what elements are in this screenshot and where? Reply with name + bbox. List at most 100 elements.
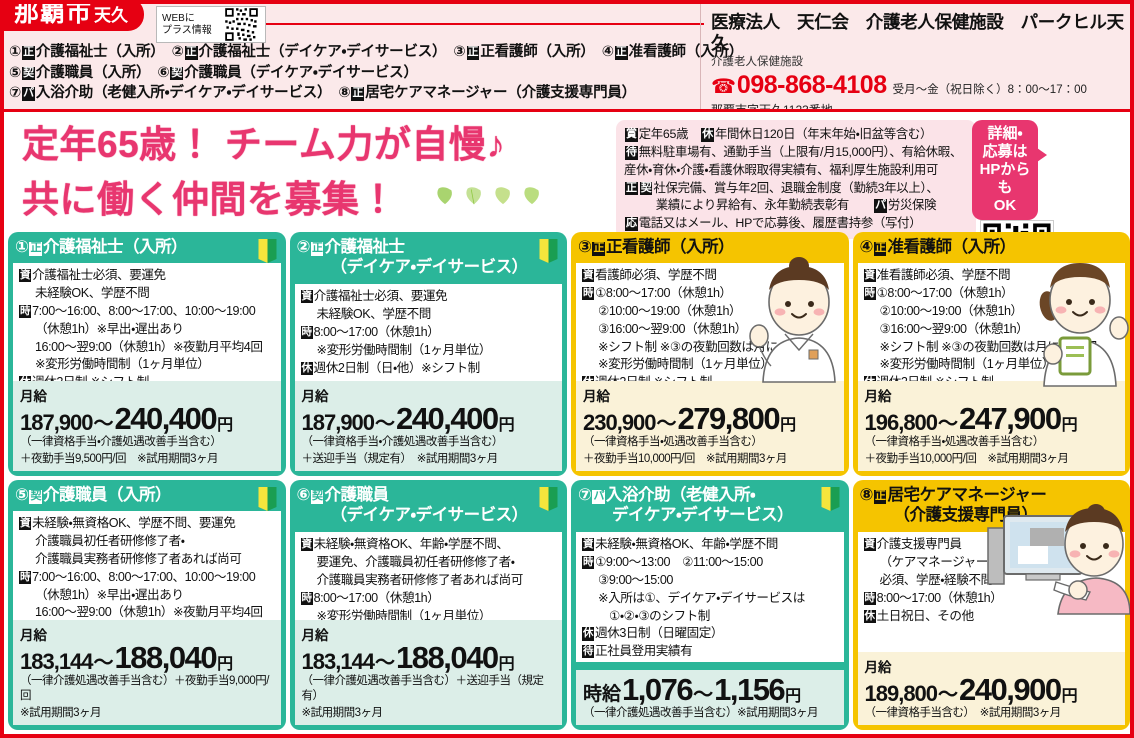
job-detail-text: ②10:00～19:00（休憩1h） [598, 303, 742, 318]
job-card-title-line2: デイケア・デイサービス） [612, 506, 794, 525]
salary-note: （一律介護処遇改善手当含む）※試用期間3ヶ月 [583, 706, 819, 719]
job-detail-text: 介護職員初任者研修修了者・ [35, 533, 185, 548]
job-detail-text: 介護職員実務者研修修了者あれば尚可 [316, 572, 524, 587]
job-card-title-line1: 准看護師（入所） [887, 238, 1016, 256]
job-card-5[interactable]: ⑤ 契介護職員（入所） 資未経験・無資格OK、学歴不問、要運免 介護職員初任者研修修… [8, 480, 286, 730]
job-card-8[interactable]: ⑧ 正居宅ケアマネージャー （介護支援専門員）資介護支援専門員 （ケアマネージャー）必… [852, 480, 1130, 730]
salary-unit: 円 [1061, 687, 1078, 705]
salary-type: 月給 [301, 389, 329, 405]
salary-range-separator: ～ [693, 683, 714, 706]
category-badge: 正 [351, 87, 365, 101]
salary-note: （一律資格手当・介護処遇改善手当含む） [301, 436, 504, 449]
hp-flag-line-4: OK [993, 197, 1017, 214]
job-card-grid: ① 正介護福祉士（入所） 資介護福祉士必須、要運免 未経験OK、学歴不問時 7:00～… [8, 232, 1130, 730]
job-index-line-1: ① 正介護福祉士（入所） ② 正介護福祉士（デイケア・デイサービス） ③ 正正看護師（… [9, 44, 744, 60]
telephone-number[interactable]: 098-868-4108 [736, 70, 887, 99]
salary-figures: 月給 183,144 ～ 188,040 円 [20, 624, 275, 673]
salary-note: （一律資格手当・介護処遇改善手当含む） [20, 436, 222, 449]
job-detail-line: 介護職員実務者研修修了者あれば尚可 [300, 572, 558, 590]
category-badge: 正 [873, 490, 887, 504]
job-detail-line: ※変形労働時間制（1ヶ月単位） [863, 356, 1121, 374]
salary-block: 月給 230,900 ～ 279,800 円 （一律資格手当・処遇改善手当含む） ＋夜勤手当… [576, 381, 844, 471]
leaf-icon [437, 187, 452, 205]
job-detail-line: ※変形労働時間制（1ヶ月単位） [18, 356, 276, 374]
leaf-icon [495, 187, 510, 205]
job-detail-line: 資未経験・無資格OK、年齢・学歴不問 [581, 536, 839, 554]
company-name: 医療法人 天仁会 介護老人保健施設 パークヒル天久 [711, 12, 1124, 53]
job-card-title: ③ 正正看護師（入所） [571, 232, 849, 266]
salary-block: 月給 196,800 ～ 247,900 円 （一律資格手当・処遇改善手当含む） ＋夜勤手当… [857, 381, 1125, 471]
salary-type: 月給 [20, 627, 47, 643]
category-badge: 資 [582, 538, 595, 552]
category-badge: 契 [310, 490, 324, 504]
job-detail-line: ※シフト制 ※③の夜勤回数は月に4～5回 [581, 339, 839, 357]
job-card-title-line1: 介護福祉士 [324, 238, 405, 256]
job-card-1[interactable]: ① 正介護福祉士（入所） 資介護福祉士必須、要運免 未経験OK、学歴不問時 7:00～… [8, 232, 286, 476]
job-detail-text: （休憩1h）※早出・遅出あり [35, 321, 184, 336]
job-index-line-3: ⑦ パ入浴介助（老健入所・デイケア・デイサービス） ⑧ 正居宅ケアマネージャー（介護… [9, 85, 636, 102]
job-detail-text: ※シフト制 ※③の夜勤回数は月に4～5回 [879, 339, 1098, 354]
job-detail-line: 時 7:00～16:00、8:00～17:00、10:00～19:00 [18, 569, 276, 587]
job-detail-line: 必須、学歴・経験不問 [863, 572, 1121, 590]
job-detail-line: 時 ①9:00～13:00 ②11:00～15:00 [581, 554, 839, 572]
job-card-4[interactable]: ④ 正准看護師（入所）資准看護師必須、学歴不問時 ①8:00～17:00（休憩1h）… [852, 232, 1130, 476]
hero-benefit-line-3: 産休・育休・介護・看護休暇取得実績有、福利厚生施設利用可 [624, 162, 939, 177]
job-detail-line: 資未経験・無資格OK、年齢・学歴不問、 [300, 536, 558, 554]
job-detail-text: ①8:00～17:00（休憩1h） [595, 285, 732, 300]
job-detail-text: 8:00～17:00（休憩1h） [313, 324, 440, 339]
category-badge: 資 [863, 538, 876, 552]
category-badge: 応 [625, 217, 638, 232]
category-badge: 休 [582, 627, 595, 641]
header-bar: 那覇市 天久 WEBに プラス情報 [4, 4, 1130, 117]
job-detail-text: 週休2日制（日・他）※シフト制 [313, 360, 481, 375]
job-card-title-line1: 介護福祉士（入所） [42, 238, 188, 256]
salary-high: 188,040 [396, 639, 499, 675]
job-detail-text: 准看護師必須、学歴不問 [876, 268, 1011, 282]
job-detail-text: ①8:00～17:00（休憩1h） [876, 285, 1014, 300]
job-detail-text: （ケアマネージャー） [879, 554, 1001, 569]
salary-low: 189,800 [864, 680, 939, 706]
job-detail-text: ※変形労働時間制（1ヶ月単位） [316, 608, 492, 623]
hp-apply-flag[interactable]: 詳細・ 応募は HPからも OK [972, 120, 1047, 220]
job-detail-line: 休土日祝日、その他 [863, 608, 1121, 626]
salary-note: （一律介護処遇改善手当含む）＋夜勤手当9,000円/回 [20, 674, 269, 703]
category-badge: 資 [300, 538, 313, 552]
salary-note: （一律資格手当含む） ※試用期間3ヶ月 [864, 706, 1062, 719]
salary-high: 240,400 [396, 401, 499, 437]
category-badge: 正 [466, 46, 480, 60]
job-card-number: ⑤ [15, 486, 29, 504]
hp-flag-line-1: 詳細・ [987, 125, 1023, 142]
job-detail-text: ①・②・③のシフト制 [609, 608, 710, 623]
telephone-hours: 受月～金（祝日除く）8：00～17：00 [892, 83, 1087, 96]
job-card-number: ④ [859, 238, 874, 256]
category-badge: パ [22, 87, 35, 101]
category-badge: 正 [310, 242, 324, 256]
hp-flag-line-3: HPからも [979, 161, 1031, 196]
job-card-3[interactable]: ③ 正正看護師（入所）資看護師必須、学歴不問時 ①8:00～17:00（休憩1h） ②… [571, 232, 849, 476]
job-card-6[interactable]: ⑥ 契介護職員 （デイケア・デイサービス） 資未経験・無資格OK、年齢・学歴不問、要… [289, 480, 567, 730]
job-detail-line: ②10:00～19:00（休憩1h） [581, 303, 839, 321]
leaf-icon [524, 187, 539, 205]
job-detail-text: 16:00～翌9:00（休憩1h）※夜勤月平均4回 [35, 605, 263, 620]
job-detail-line: ※変形労働時間制（1ヶ月単位） [300, 608, 558, 626]
job-card-details: 資介護福祉士必須、要運免 未経験OK、学歴不問時 8:00～17:00（休憩1h） ※… [294, 284, 562, 392]
salary-low: 1,076 [622, 671, 694, 707]
category-badge: 待 [625, 145, 638, 160]
job-detail-line: 時 ①8:00～17:00（休憩1h） [581, 285, 839, 303]
job-card-2[interactable]: ② 正介護福祉士 （デイケア・デイサービス） 資介護福祉士必須、要運免 未経験OK、学… [289, 232, 567, 476]
job-card-title: ① 正介護福祉士（入所） [8, 232, 286, 266]
job-detail-line: （ケアマネージャー） [863, 554, 1121, 572]
category-badge: 契 [170, 66, 184, 81]
category-badge: 正 [614, 46, 628, 60]
job-detail-line: 時 ①8:00～17:00（休憩1h） [863, 285, 1121, 303]
category-badge: パ [874, 199, 887, 214]
job-detail-line: 16:00～翌9:00（休憩1h）※夜勤月平均4回 [18, 339, 276, 357]
job-detail-text: 要運免、介護職員初任者研修修了者・ [316, 554, 516, 569]
job-detail-text: （休憩1h）※早出・遅出あり [35, 587, 184, 602]
web-plus-box[interactable]: WEBに プラス情報 [156, 6, 266, 43]
job-card-details: 資看護師必須、学歴不問時 ①8:00～17:00（休憩1h） ②10:00～19:0… [576, 263, 844, 392]
hero-benefit-line-2: 待無料駐車場有、通勤手当（上限有/月15,000円）、有給休暇、 [625, 144, 962, 160]
category-badge: 正 [625, 181, 638, 196]
category-badge: 時 [863, 591, 876, 605]
job-card-7[interactable]: ⑦ パ入浴介助（老健入所・ デイケア・デイサービス） 資未経験・無資格OK、年齢・学… [571, 480, 849, 730]
